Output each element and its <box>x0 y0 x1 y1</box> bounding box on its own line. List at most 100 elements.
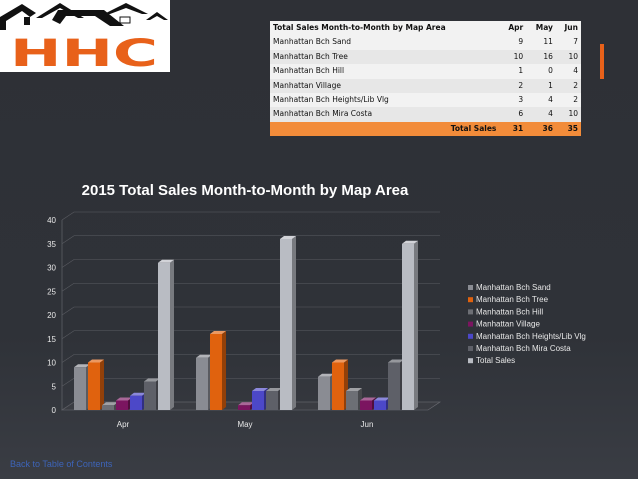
bar <box>252 391 264 410</box>
bar-top <box>88 359 104 363</box>
cell-value: 4 <box>548 95 553 105</box>
bar <box>360 400 372 410</box>
legend-swatch <box>468 309 473 315</box>
y-tick-label: 15 <box>47 335 56 344</box>
row-label: Manhattan Bch Heights/Lib Vlg <box>273 95 389 105</box>
bar-top <box>74 364 90 368</box>
totals-row: Total Sales 31 36 35 <box>270 121 581 137</box>
legend-swatch <box>468 358 473 364</box>
x-tick-label: May <box>237 420 252 429</box>
bar-top <box>238 402 254 406</box>
bar-top <box>196 354 212 358</box>
legend-entry: Total Sales <box>476 356 515 365</box>
total-value: 31 <box>499 121 527 137</box>
table-row: Manhattan Bch Mira Costa 6 4 10 <box>270 107 581 122</box>
bar-top <box>374 397 390 401</box>
table-row: Manhattan Bch Heights/Lib Vlg 3 4 2 <box>270 93 581 108</box>
sales-chart: 2015 Total Sales Month-to-Month by Map A… <box>47 182 586 429</box>
row-label: Manhattan Bch Tree <box>273 51 348 61</box>
legend-swatch <box>468 321 473 327</box>
y-tick-label: 25 <box>47 287 56 296</box>
gridline <box>61 259 440 268</box>
bar <box>374 400 386 410</box>
logo: HHC <box>0 0 170 75</box>
column-header-jun: Jun <box>555 21 581 36</box>
bar-top <box>116 397 132 401</box>
legend-entry: Manhattan Bch Tree <box>476 295 549 304</box>
bar-top <box>158 259 174 263</box>
hhc-logo-icon: HHC <box>0 3 168 75</box>
y-tick-label: 20 <box>47 311 56 320</box>
bar <box>318 376 330 410</box>
y-tick-label: 30 <box>47 264 56 273</box>
bar <box>74 367 86 410</box>
bar-top <box>210 331 226 334</box>
cell-value: 7 <box>573 37 578 47</box>
y-tick-label: 5 <box>52 382 57 391</box>
totals-label: Total Sales <box>270 121 500 137</box>
row-label: Manhattan Village <box>273 80 341 90</box>
gridline <box>61 235 440 244</box>
bar <box>402 243 414 410</box>
bar <box>210 334 222 410</box>
bar <box>280 239 292 410</box>
table-header-row: Total Sales Month-to-Month by Map Area A… <box>270 21 581 36</box>
bar <box>238 405 250 410</box>
back-to-toc-link[interactable]: Back to Table of Contents <box>10 459 113 469</box>
gridline <box>61 211 440 221</box>
row-label: Manhattan Bch Hill <box>273 66 345 76</box>
bar <box>102 405 114 410</box>
bar-top <box>252 388 268 391</box>
legend-entry: Manhattan Bch Sand <box>476 283 551 292</box>
y-tick-label: 10 <box>47 359 56 368</box>
gridline <box>61 377 440 387</box>
table-row: Manhattan Bch Tree 10 16 10 <box>270 49 581 65</box>
cell-value: 16 <box>543 51 553 61</box>
y-tick-label: 35 <box>47 240 56 249</box>
legend-swatch <box>468 285 473 290</box>
legend-entry: Manhattan Bch Hill <box>476 307 543 316</box>
bar-top <box>266 388 282 391</box>
cell-value: 9 <box>518 37 524 47</box>
total-value: 35 <box>555 121 581 137</box>
cell-value: 10 <box>568 109 578 119</box>
bar-top <box>130 392 146 396</box>
cell-value: 2 <box>573 95 578 105</box>
legend-entry: Manhattan Bch Mira Costa <box>476 344 571 353</box>
cell-value: 0 <box>548 66 553 76</box>
legend-entry: Manhattan Village <box>476 320 540 329</box>
logo-text: HHC <box>10 32 158 72</box>
y-tick-label: 0 <box>52 406 57 415</box>
bar-top <box>402 240 418 244</box>
cell-value: 4 <box>573 66 578 76</box>
bar-top <box>360 397 376 401</box>
bar <box>346 391 358 410</box>
legend-swatch <box>468 346 473 351</box>
gridline <box>61 306 440 316</box>
cell-value: 2 <box>518 80 524 90</box>
row-label: Manhattan Bch Mira Costa <box>273 109 373 119</box>
bar-top <box>144 378 160 382</box>
bar-side <box>100 359 104 410</box>
legend-swatch <box>468 333 473 339</box>
bar <box>116 400 128 410</box>
sales-table: Total Sales Month-to-Month by Map Area A… <box>270 21 581 137</box>
row-label: Manhattan Bch Sand <box>273 37 352 47</box>
column-header-may: May <box>526 21 556 36</box>
bar <box>388 362 400 410</box>
cell-value: 11 <box>543 37 553 47</box>
bar <box>88 362 100 410</box>
house-roofs-icon <box>0 3 168 30</box>
bar <box>130 395 142 410</box>
accent-bar <box>600 44 604 79</box>
bar <box>158 262 170 410</box>
bar-top <box>388 359 404 363</box>
bar-top <box>332 359 348 363</box>
bar-side <box>170 259 174 410</box>
bar <box>266 391 278 410</box>
x-tick-label: Apr <box>117 420 130 429</box>
bar <box>332 362 344 410</box>
chart-title: 2015 Total Sales Month-to-Month by Map A… <box>82 182 409 199</box>
bar <box>144 381 156 410</box>
table-title-header: Total Sales Month-to-Month by Map Area <box>270 21 500 36</box>
